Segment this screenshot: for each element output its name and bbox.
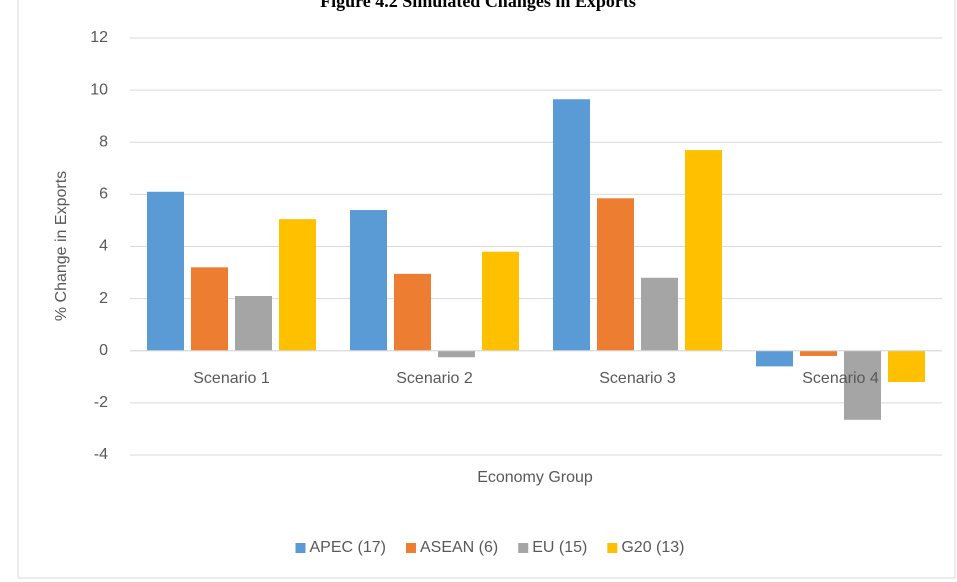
legend-label: EU (15)	[532, 539, 587, 556]
bar	[279, 219, 316, 351]
y-tick-label: 4	[99, 238, 108, 255]
legend-swatch	[518, 543, 529, 553]
x-tick-label: Scenario 1	[193, 370, 270, 387]
y-tick-label: 8	[99, 133, 108, 150]
legend-swatch	[295, 543, 306, 553]
bar	[685, 150, 722, 351]
y-tick-label: 2	[99, 290, 108, 307]
y-axis-label: % Change in Exports	[53, 171, 70, 321]
bar	[191, 267, 228, 351]
chart-title: Figure 4.2 Simulated Changes in Exports	[320, 0, 636, 11]
chart-border	[17, 0, 956, 579]
x-tick-label: Scenario 3	[599, 370, 676, 387]
bar	[553, 99, 590, 351]
legend-swatch	[405, 543, 416, 553]
bar	[235, 296, 272, 351]
y-tick-label: -2	[94, 394, 108, 411]
bar	[756, 350, 793, 367]
bar	[147, 191, 184, 351]
y-tick-label: 10	[90, 81, 108, 98]
legend-label: ASEAN (6)	[420, 539, 498, 556]
legend-swatch	[607, 543, 618, 553]
x-tick-label: Scenario 4	[802, 370, 879, 387]
y-tick-label: 0	[99, 342, 108, 359]
bar	[888, 350, 925, 383]
bar	[438, 350, 475, 358]
x-tick-label: Scenario 2	[396, 370, 473, 387]
bar	[350, 210, 387, 351]
y-tick-label: 12	[90, 29, 108, 46]
bar	[800, 350, 837, 356]
x-axis-label: Economy Group	[477, 469, 593, 486]
bar	[482, 251, 519, 351]
legend-label: G20 (13)	[621, 539, 684, 556]
y-tick-label: -4	[94, 446, 108, 463]
bar	[597, 198, 634, 351]
y-tick-label: 6	[99, 186, 108, 203]
bar	[844, 350, 881, 420]
legend-label: APEC (17)	[310, 539, 386, 556]
bar	[641, 277, 678, 351]
bar	[394, 273, 431, 351]
